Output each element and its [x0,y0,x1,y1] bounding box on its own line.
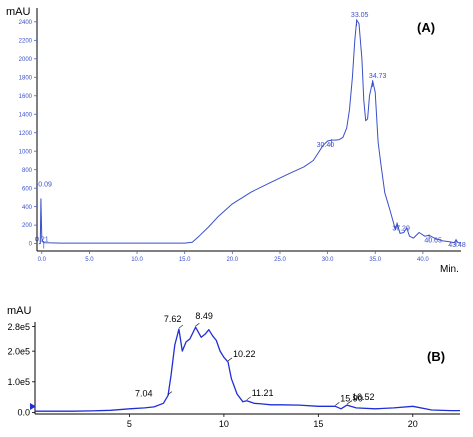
chart-b-peak-marker [179,325,183,328]
chart-a-peak-label: 33.05 [351,12,369,19]
chart-b-panel-label: (B) [427,349,445,364]
chart-a-y-tick-label: 1000 [19,149,33,155]
chart-a-x-ticks: 0.0 5.0 10.0 15.0 20.0 25.0 30.0 35.0 40.0 [38,251,430,263]
chromatogram-b: mAU (B) 0.0 1.0e5 2.0e5 2.8e5 5 10 15 20 7.62 8… [7,305,460,429]
chart-a-y-tick-label: 1800 [19,75,33,81]
chart-a-series-line [39,20,461,244]
chart-a-x-tick-label: 35.0 [369,257,381,263]
chart-a-peak-label: 40.65 [424,237,442,244]
chart-a-y-tick-label: 600 [22,186,33,192]
chart-b-peak-marker [335,402,339,405]
chart-b-x-tick-label: 15 [313,419,323,429]
chart-a-panel-label: (A) [417,20,435,35]
chart-b-x-tick-label: 20 [408,419,418,429]
chart-a-y-tick-label: 1600 [19,94,33,100]
chart-b-y-ticks: 0.0 1.0e5 2.0e5 2.8e5 [7,322,35,418]
chart-a-y-tick-label: 2000 [19,57,33,63]
chart-a-y-tick-label: 2200 [19,38,33,44]
chart-b-series [35,327,460,411]
chart-a-y-tick-label: 200 [22,223,33,229]
chart-b-x-tick-label: 10 [219,419,229,429]
chart-a-x-tick-label: 0.0 [38,257,47,263]
chart-a-x-tick-label: 10.0 [131,257,143,263]
chart-b-x-ticks: 5 10 15 20 [127,414,418,429]
chromatogram-a: mAU (A) Min. 0 200 400 600 800 1000 1200 1400 16… [6,6,466,275]
chart-b-y-tick-label: 1.0e5 [7,377,30,387]
chart-b-peak-label: 7.04 [135,389,153,399]
chart-b-series-line [35,327,460,411]
chart-a-y-tick-label: 400 [22,205,33,211]
chart-a-x-tick-label: 5.0 [85,257,94,263]
chart-a-x-tick-label: 15.0 [179,257,191,263]
chart-a-x-tick-label: 20.0 [226,257,238,263]
chart-a-y-tick-label: 2400 [19,20,33,26]
chart-b-peak-marker [195,323,199,326]
chart-b-peak-label: 10.22 [233,349,256,359]
chart-b-peak-label: 7.62 [164,314,182,324]
chart-a-xlabel: Min. [440,264,459,275]
chart-a-peak-label: 43.48 [448,242,466,249]
chart-a-series [39,20,461,244]
chart-a-peak-label: 37.29 [392,225,410,232]
chart-a-annotations: 33.05 34.73 30.40 37.29 40.65 43.48 -0.09 0.21 [35,12,466,249]
chart-a-ylabel: mAU [6,6,31,18]
chart-b-peak-label: 16.52 [352,392,375,402]
chart-a-y-ticks: 0 200 400 600 800 1000 1200 1400 1600 1800 2000 220… [19,20,37,248]
chart-b-y-tick-label: 2.0e5 [7,346,30,356]
chart-a-x-tick-label: 30.0 [322,257,334,263]
chart-a-y-tick-label: 800 [22,168,33,174]
chart-a-peak-label: -0.09 [36,181,52,188]
chart-b-y-tick-label: 2.8e5 [7,322,30,332]
chart-b-peak-marker [228,358,232,361]
chart-a-y-tick-label: 1200 [19,131,33,137]
chart-a-peak-label: 34.73 [369,73,387,80]
chart-a-x-tick-label: 25.0 [274,257,286,263]
chart-b-ylabel: mAU [7,305,32,317]
chart-a-peak-label: 30.40 [317,142,335,149]
chart-a-peak-label: 0.21 [35,237,49,244]
chart-b-peak-marker [247,397,251,400]
chart-b-peak-label: 11.21 [252,388,274,398]
chart-b-y-tick-label: 0.0 [17,408,30,418]
chart-a-y-tick-label: 0 [29,242,33,248]
chart-a-y-tick-label: 1400 [19,112,33,118]
chart-a-x-tick-label: 40.0 [417,257,429,263]
chart-b-peak-label: 8.49 [195,311,213,321]
chart-b-x-tick-label: 5 [127,419,132,429]
